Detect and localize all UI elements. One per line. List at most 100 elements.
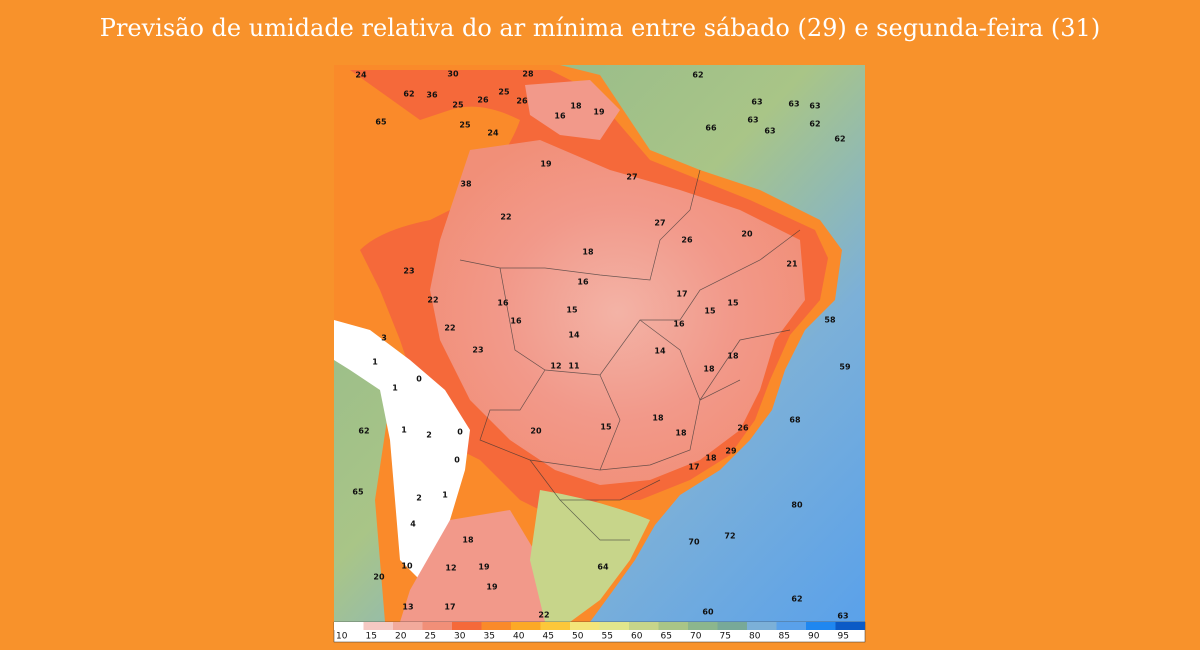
- map-label: 16: [554, 112, 566, 121]
- map-label: 0: [416, 375, 422, 384]
- map-label: 23: [403, 267, 414, 276]
- map-label: 24: [487, 129, 499, 138]
- colorbar-swatch: [452, 622, 482, 630]
- map-label: 63: [747, 116, 758, 125]
- map-label: 80: [791, 501, 803, 510]
- colorbar-swatch: [422, 622, 452, 630]
- map-label: 2: [416, 494, 422, 503]
- map-label: 23: [472, 346, 483, 355]
- map-label: 18: [705, 454, 717, 463]
- map-label: 1: [392, 384, 398, 393]
- map-label: 18: [582, 248, 594, 257]
- colorbar-tick-label: 45: [543, 632, 554, 642]
- colorbar-swatch: [570, 622, 600, 630]
- map-label: 17: [444, 603, 455, 612]
- colorbar: 10 15 20 25 30 35 40 45 50 55 60 65 70 75 80 85 90 95: [333, 621, 866, 643]
- colorbar-swatch: [717, 622, 747, 630]
- map-label: 16: [577, 278, 589, 287]
- map-label: 63: [751, 98, 762, 107]
- colorbar-tick-label: 85: [779, 632, 790, 642]
- map-label: 72: [724, 532, 735, 541]
- map-label: 62: [834, 135, 845, 144]
- map-label: 28: [522, 70, 534, 79]
- map-label: 14: [654, 347, 666, 356]
- map-label: 25: [459, 121, 471, 130]
- map-label: 62: [791, 595, 802, 604]
- map-label: 18: [652, 414, 664, 423]
- map-label: 22: [427, 296, 438, 305]
- map-label: 16: [510, 317, 522, 326]
- map-label: 29: [725, 447, 737, 456]
- map-label: 26: [477, 96, 489, 105]
- map-label: 65: [375, 118, 387, 127]
- title: Previsão de umidade relativa do ar mínim…: [99, 14, 1101, 42]
- colorbar-swatch: [629, 622, 659, 630]
- colorbar-swatch: [511, 622, 541, 630]
- map-label: 1: [442, 491, 448, 500]
- map-label: 16: [673, 320, 685, 329]
- map-label: 63: [764, 127, 775, 136]
- map-label: 26: [516, 97, 528, 106]
- map-label: 18: [462, 536, 474, 545]
- map-label: 62: [358, 427, 369, 436]
- colorbar-tick-label: 55: [602, 632, 613, 642]
- colorbar-tick-label: 40: [513, 632, 525, 642]
- colorbar-swatch: [334, 622, 364, 630]
- colorbar-swatch: [835, 622, 865, 630]
- map-label: 63: [837, 612, 848, 621]
- colorbar-tick-label: 15: [366, 632, 377, 642]
- map-label: 38: [460, 180, 472, 189]
- map-label: 20: [530, 427, 542, 436]
- colorbar-tick-label: 10: [336, 632, 348, 642]
- map-label: 70: [688, 538, 700, 547]
- map-label: 1: [372, 358, 378, 367]
- map-label: 19: [540, 160, 552, 169]
- map-label: 22: [538, 611, 549, 620]
- map-label: 19: [478, 563, 490, 572]
- map-label: 21: [786, 260, 798, 269]
- map-label: 18: [727, 352, 739, 361]
- map-label: 0: [457, 428, 463, 437]
- colorbar-swatch: [688, 622, 718, 630]
- colorbar-tick-label: 90: [808, 632, 820, 642]
- map-label: 26: [737, 424, 749, 433]
- map-label: 15: [727, 299, 739, 308]
- colorbar-tick-label: 75: [720, 632, 731, 642]
- map-label: 18: [675, 429, 687, 438]
- map-label: 14: [568, 331, 580, 340]
- map-label: 10: [401, 562, 413, 571]
- map-label: 68: [789, 416, 801, 425]
- map-label: 16: [497, 299, 509, 308]
- colorbar-tick-label: 60: [631, 632, 643, 642]
- map-label: 59: [839, 363, 851, 372]
- map-label: 22: [444, 324, 455, 333]
- map-label: 62: [692, 71, 703, 80]
- colorbar-tick-label: 80: [749, 632, 761, 642]
- map-label: 18: [703, 365, 715, 374]
- colorbar-swatch: [776, 622, 806, 630]
- colorbar-tick-label: 20: [395, 632, 407, 642]
- map-label: 36: [426, 91, 438, 100]
- map-label: 15: [600, 423, 612, 432]
- map-label: 15: [566, 306, 578, 315]
- map-label: 2: [426, 431, 432, 440]
- map-label: 58: [824, 316, 836, 325]
- map-label: 19: [486, 583, 498, 592]
- map-label: 66: [705, 124, 717, 133]
- map-label: 11: [568, 362, 580, 371]
- map-label: 12: [550, 362, 561, 371]
- map-label: 0: [454, 456, 460, 465]
- map-label: 27: [654, 219, 665, 228]
- colorbar-tick-label: 50: [572, 632, 584, 642]
- colorbar-tick-label: 70: [690, 632, 702, 642]
- map-label: 62: [403, 90, 414, 99]
- map-label: 4: [410, 520, 416, 529]
- map-label: 3: [381, 334, 387, 343]
- map-label: 22: [500, 213, 511, 222]
- map-image: [334, 65, 865, 622]
- colorbar-swatch: [658, 622, 688, 630]
- map-label: 20: [373, 573, 385, 582]
- map-label: 17: [676, 290, 687, 299]
